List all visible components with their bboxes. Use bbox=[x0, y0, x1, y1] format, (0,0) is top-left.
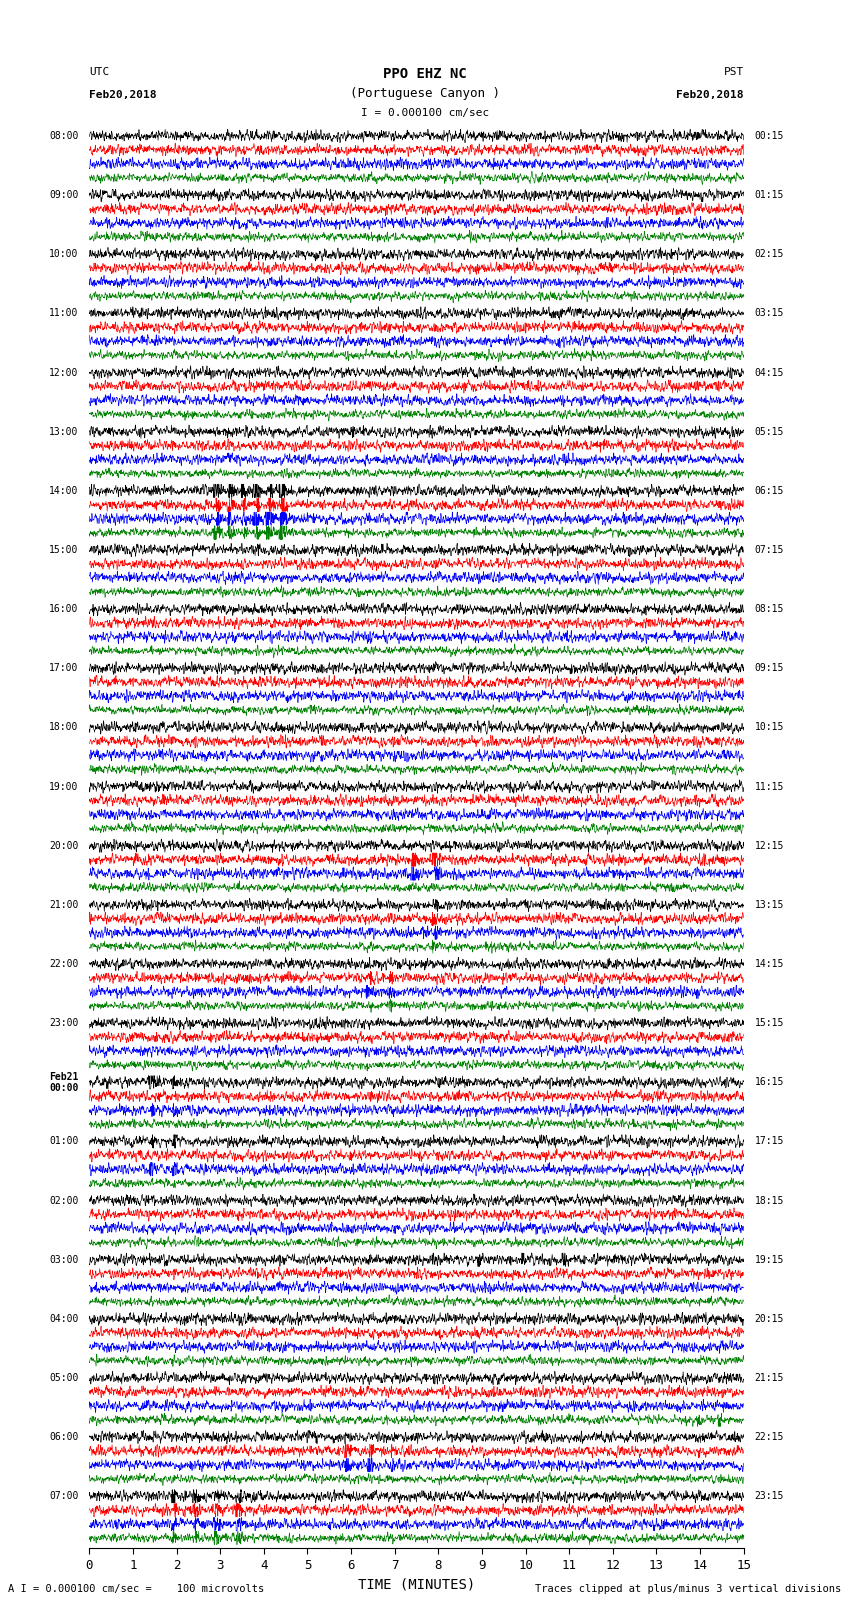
Text: 23:15: 23:15 bbox=[755, 1492, 784, 1502]
Text: 09:00: 09:00 bbox=[49, 190, 78, 200]
Text: Feb20,2018: Feb20,2018 bbox=[677, 90, 744, 100]
Text: 13:15: 13:15 bbox=[755, 900, 784, 910]
Text: 10:00: 10:00 bbox=[49, 250, 78, 260]
Text: 19:00: 19:00 bbox=[49, 782, 78, 792]
Text: (Portuguese Canyon ): (Portuguese Canyon ) bbox=[350, 87, 500, 100]
Text: 00:15: 00:15 bbox=[755, 131, 784, 140]
Text: 12:00: 12:00 bbox=[49, 368, 78, 377]
Text: 03:00: 03:00 bbox=[49, 1255, 78, 1265]
Text: PST: PST bbox=[723, 68, 744, 77]
Text: I = 0.000100 cm/sec: I = 0.000100 cm/sec bbox=[361, 108, 489, 118]
Text: 00:00: 00:00 bbox=[49, 1082, 78, 1094]
Text: 01:15: 01:15 bbox=[755, 190, 784, 200]
Text: 12:15: 12:15 bbox=[755, 840, 784, 850]
Text: Feb20,2018: Feb20,2018 bbox=[89, 90, 156, 100]
Text: Feb21: Feb21 bbox=[49, 1071, 78, 1082]
Text: 14:00: 14:00 bbox=[49, 486, 78, 495]
Text: 09:15: 09:15 bbox=[755, 663, 784, 673]
Text: 05:15: 05:15 bbox=[755, 427, 784, 437]
Text: 05:00: 05:00 bbox=[49, 1373, 78, 1382]
Text: 04:15: 04:15 bbox=[755, 368, 784, 377]
Text: 22:15: 22:15 bbox=[755, 1432, 784, 1442]
Text: 16:00: 16:00 bbox=[49, 605, 78, 615]
Text: A I = 0.000100 cm/sec =    100 microvolts: A I = 0.000100 cm/sec = 100 microvolts bbox=[8, 1584, 264, 1594]
Text: 06:00: 06:00 bbox=[49, 1432, 78, 1442]
Text: 18:00: 18:00 bbox=[49, 723, 78, 732]
Text: 17:00: 17:00 bbox=[49, 663, 78, 673]
Text: 04:00: 04:00 bbox=[49, 1315, 78, 1324]
Text: 23:00: 23:00 bbox=[49, 1018, 78, 1027]
X-axis label: TIME (MINUTES): TIME (MINUTES) bbox=[358, 1578, 475, 1592]
Text: Traces clipped at plus/minus 3 vertical divisions: Traces clipped at plus/minus 3 vertical … bbox=[536, 1584, 842, 1594]
Text: 20:15: 20:15 bbox=[755, 1315, 784, 1324]
Text: 18:15: 18:15 bbox=[755, 1195, 784, 1205]
Text: 20:00: 20:00 bbox=[49, 840, 78, 850]
Text: 21:00: 21:00 bbox=[49, 900, 78, 910]
Text: 17:15: 17:15 bbox=[755, 1137, 784, 1147]
Text: 07:15: 07:15 bbox=[755, 545, 784, 555]
Text: 08:00: 08:00 bbox=[49, 131, 78, 140]
Text: 13:00: 13:00 bbox=[49, 427, 78, 437]
Text: 16:15: 16:15 bbox=[755, 1077, 784, 1087]
Text: 15:00: 15:00 bbox=[49, 545, 78, 555]
Text: 07:00: 07:00 bbox=[49, 1492, 78, 1502]
Text: 02:15: 02:15 bbox=[755, 250, 784, 260]
Text: 15:15: 15:15 bbox=[755, 1018, 784, 1027]
Text: 19:15: 19:15 bbox=[755, 1255, 784, 1265]
Text: 01:00: 01:00 bbox=[49, 1137, 78, 1147]
Text: 11:15: 11:15 bbox=[755, 782, 784, 792]
Text: 03:15: 03:15 bbox=[755, 308, 784, 318]
Text: PPO EHZ NC: PPO EHZ NC bbox=[383, 66, 467, 81]
Text: UTC: UTC bbox=[89, 68, 110, 77]
Text: 22:00: 22:00 bbox=[49, 960, 78, 969]
Text: 21:15: 21:15 bbox=[755, 1373, 784, 1382]
Text: 11:00: 11:00 bbox=[49, 308, 78, 318]
Text: 06:15: 06:15 bbox=[755, 486, 784, 495]
Text: 14:15: 14:15 bbox=[755, 960, 784, 969]
Text: 08:15: 08:15 bbox=[755, 605, 784, 615]
Text: 02:00: 02:00 bbox=[49, 1195, 78, 1205]
Text: 10:15: 10:15 bbox=[755, 723, 784, 732]
